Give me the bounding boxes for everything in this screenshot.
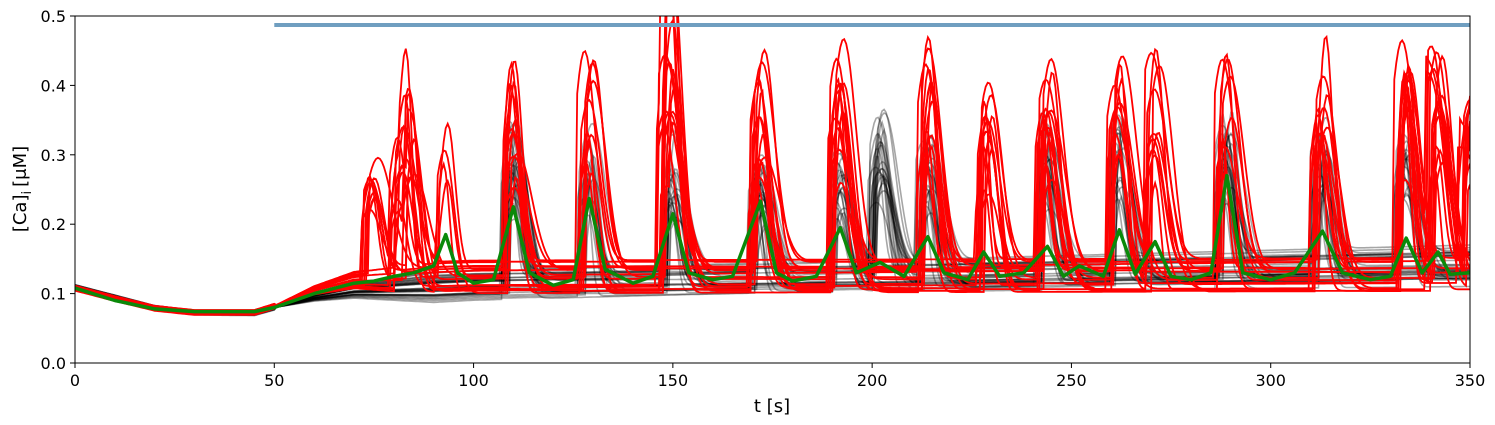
- y-tick-label: 0.5: [41, 7, 66, 26]
- y-axis-label-unit: [μM]: [10, 146, 31, 187]
- black-trace: [75, 141, 1470, 314]
- x-axis-label: t [s]: [754, 396, 790, 417]
- mean-trace: [75, 173, 1470, 314]
- x-tick-label: 200: [857, 371, 888, 390]
- x-tick-label: 100: [458, 371, 489, 390]
- plot-frame: [74, 15, 1471, 364]
- y-tick-label: 0.0: [41, 354, 66, 373]
- black-trace: [75, 157, 1470, 316]
- y-axis-label-base: [Ca]: [10, 195, 31, 233]
- x-tick-label: 250: [1056, 371, 1087, 390]
- x-tick-label: 300: [1255, 371, 1286, 390]
- trace-layer: [75, 16, 1470, 317]
- y-tick-label: 0.3: [41, 146, 66, 165]
- y-tick-label: 0.2: [41, 215, 66, 234]
- x-tick-label: 0: [70, 371, 80, 390]
- black-trace: [75, 147, 1470, 315]
- black-trace: [75, 116, 1470, 314]
- y-tick-label: 0.4: [41, 76, 66, 95]
- y-axis-ticks: 0.0 0.1 0.2 0.3 0.4 0.5: [41, 7, 75, 373]
- black-trace: [75, 147, 1470, 315]
- x-tick-label: 150: [658, 371, 689, 390]
- x-tick-label: 50: [264, 371, 284, 390]
- x-axis-ticks: 0 50 100 150 200 250 300 350: [70, 363, 1485, 390]
- black-trace: [75, 166, 1470, 316]
- y-axis-label-subscript: i: [20, 191, 35, 195]
- black-trace: [75, 168, 1470, 315]
- y-axis-label: [Ca]i [μM]: [10, 146, 35, 232]
- x-tick-label: 350: [1455, 371, 1486, 390]
- black-trace: [75, 128, 1470, 315]
- black-trace: [75, 128, 1470, 315]
- black-trace: [75, 132, 1470, 316]
- y-tick-label: 0.1: [41, 285, 66, 304]
